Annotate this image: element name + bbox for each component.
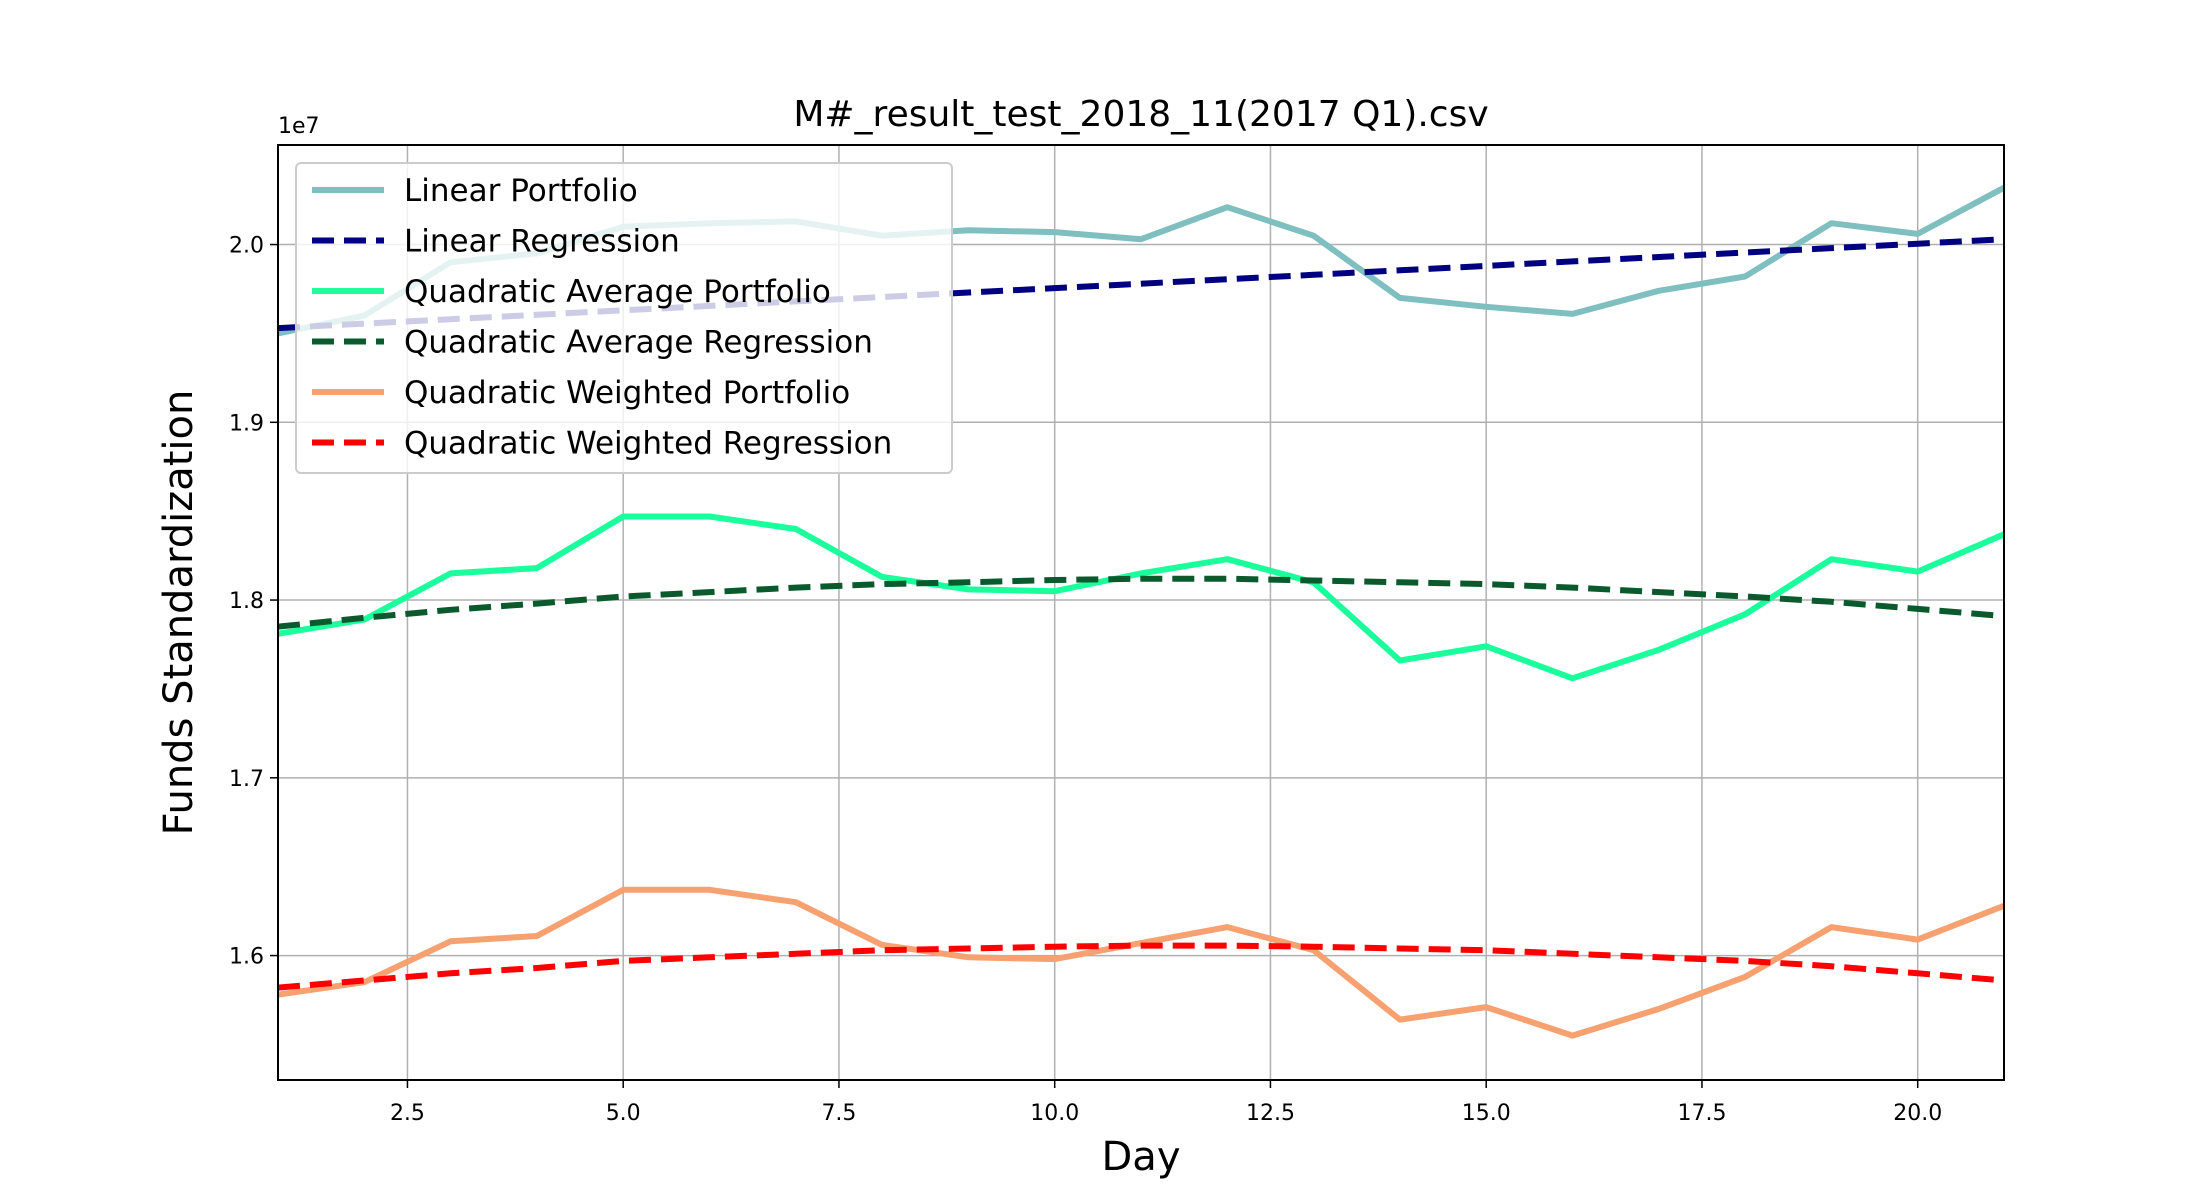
x-tick-label: 2.5 [390, 1101, 425, 1126]
series-line-quadratic-average-portfolio [278, 513, 2004, 682]
legend-item: Quadratic Weighted Portfolio [312, 375, 850, 411]
x-tick-label: 12.5 [1246, 1101, 1295, 1126]
series-line-quadratic-average-regression [278, 575, 2004, 630]
y-axis-label: Funds Standardization [156, 390, 202, 836]
y-tick-label: 1.6 [229, 945, 264, 970]
y-tick-label: 1.8 [229, 589, 264, 614]
y-axis-offset-label: 1e7 [278, 114, 320, 139]
legend-item: Quadratic Weighted Regression [312, 426, 892, 462]
legend-item: Linear Portfolio [312, 173, 638, 209]
legend-label: Quadratic Average Portfolio [404, 274, 831, 310]
x-tick-label: 20.0 [1893, 1101, 1942, 1126]
y-tick-label: 1.7 [229, 767, 264, 792]
legend-box [295, 162, 953, 474]
series-line-quadratic-weighted-regression [278, 942, 2004, 991]
legend-label: Linear Portfolio [404, 173, 638, 209]
legend: Linear Portfolio Linear Regression Quadrat… [295, 162, 953, 474]
legend-label: Quadratic Average Regression [404, 325, 873, 361]
x-tick-label: 17.5 [1677, 1101, 1726, 1126]
legend-label: Quadratic Weighted Portfolio [404, 375, 850, 411]
x-tick-label: 7.5 [821, 1101, 856, 1126]
x-axis-label: Day [1102, 1134, 1181, 1180]
series-line-quadratic-weighted-portfolio [278, 886, 2004, 1039]
x-tick-label: 5.0 [606, 1101, 641, 1126]
ticks: 2.5 5.0 7.5 10.0 12.5 15.0 17.5 20.0 1.6 1.7 1.8 1.… [229, 234, 1942, 1126]
legend-item: Linear Regression [312, 224, 680, 260]
y-tick-label: 2.0 [229, 234, 264, 259]
legend-item: Quadratic Average Regression [312, 325, 873, 361]
x-tick-label: 15.0 [1462, 1101, 1511, 1126]
axes-frame [277, 144, 2005, 1081]
legend-label: Quadratic Weighted Regression [404, 426, 892, 462]
legend-item: Quadratic Average Portfolio [312, 274, 831, 310]
chart-title: M#_result_test_2018_11(2017 Q1).csv [793, 94, 1488, 135]
y-tick-label: 1.9 [229, 411, 264, 436]
x-tick-label: 10.0 [1030, 1101, 1079, 1126]
legend-label: Linear Regression [404, 224, 680, 260]
